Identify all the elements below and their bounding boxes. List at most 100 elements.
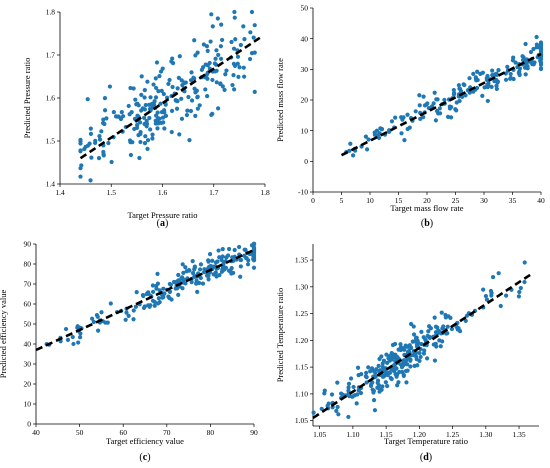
scatter-point xyxy=(413,336,419,341)
scatter-point xyxy=(174,106,180,111)
scatter-point xyxy=(167,289,173,294)
scatter-point xyxy=(421,94,426,99)
scatter-point xyxy=(471,89,476,94)
fit-line xyxy=(79,36,261,160)
scatter-point xyxy=(241,24,246,29)
scatter-point xyxy=(434,97,439,102)
scatter-point xyxy=(155,119,160,124)
scatter-point xyxy=(78,174,83,179)
y-tick-label: 20 xyxy=(24,380,32,389)
scatter-point xyxy=(348,376,354,381)
scatter-point xyxy=(462,82,467,88)
scatter-point xyxy=(238,257,243,262)
scatter-point xyxy=(189,280,194,285)
scatter-point xyxy=(517,289,522,295)
scatter-point xyxy=(144,121,150,126)
scatter-point xyxy=(208,263,213,269)
scatter-point xyxy=(478,71,483,77)
scatter-point xyxy=(181,277,186,282)
y-tick-label: 1.4 xyxy=(46,180,56,189)
scatter-point xyxy=(128,152,134,158)
scatter-point xyxy=(482,85,487,90)
scatter-point xyxy=(123,317,128,322)
scatter-point xyxy=(457,329,463,334)
scatter-point xyxy=(133,304,139,309)
scatter-point xyxy=(371,397,377,403)
scatter-point xyxy=(387,129,392,134)
scatter-point xyxy=(175,86,180,91)
scatter-point xyxy=(409,321,414,327)
scatter-point xyxy=(232,247,237,253)
scatter-point xyxy=(392,368,397,373)
scatter-point xyxy=(351,384,356,390)
y-tick-label: 1.15 xyxy=(295,363,308,372)
scatter-point xyxy=(387,353,393,359)
scatter-point xyxy=(424,356,430,361)
scatter-point xyxy=(150,132,155,137)
scatter-point xyxy=(159,88,164,93)
scatter-point xyxy=(346,381,352,386)
scatter-point xyxy=(88,178,93,183)
scatter-point xyxy=(142,141,148,146)
y-tick-label: 0 xyxy=(27,420,31,429)
scatter-point xyxy=(458,89,464,94)
x-tick-label: 15 xyxy=(395,196,403,205)
scatter-point xyxy=(142,87,147,93)
scatter-point xyxy=(432,315,437,320)
scatter-point xyxy=(411,332,417,337)
scatter-point xyxy=(142,115,147,120)
scatter-point xyxy=(150,298,156,303)
scatter-point xyxy=(192,38,197,43)
scatter-point xyxy=(513,60,518,65)
scatter-point xyxy=(229,266,234,271)
scatter-point xyxy=(216,52,221,58)
scatter-point xyxy=(153,95,159,100)
scatter-point xyxy=(425,101,430,106)
scatter-point xyxy=(102,96,108,101)
scatter-point xyxy=(445,324,450,329)
scatter-point xyxy=(184,112,190,118)
scatter-point xyxy=(230,255,235,260)
x-tick-label: 25 xyxy=(452,196,460,205)
scatter-point xyxy=(538,60,544,65)
scatter-point xyxy=(218,44,223,49)
scatter-point xyxy=(346,385,351,390)
scatter-point xyxy=(245,262,251,267)
scatter-point xyxy=(401,362,406,368)
y-tick-label: 20 xyxy=(301,96,309,105)
scatter-point xyxy=(153,76,158,81)
scatter-point xyxy=(198,262,204,267)
scatter-point xyxy=(127,112,132,117)
scatter-point xyxy=(187,138,192,143)
scatter-point xyxy=(150,283,155,288)
scatter-point xyxy=(143,102,148,108)
scatter-point xyxy=(252,89,257,94)
scatter-point xyxy=(413,109,418,114)
scatter-point xyxy=(354,401,359,406)
scatter-point xyxy=(210,24,215,29)
scatter-point xyxy=(131,317,136,322)
scatter-point xyxy=(483,293,488,299)
scatter-point xyxy=(97,137,103,142)
scatter-point xyxy=(143,134,148,139)
scatter-point xyxy=(218,81,223,86)
scatter-point xyxy=(241,65,246,70)
scatter-point xyxy=(179,78,184,83)
scatter-point xyxy=(157,116,162,121)
scatter-point xyxy=(152,99,157,104)
scatter-point xyxy=(107,84,112,89)
scatter-point xyxy=(238,42,243,48)
y-tick-label: 50 xyxy=(301,4,309,13)
scatter-point xyxy=(220,37,225,43)
scatter-point xyxy=(440,339,445,344)
scatter-point xyxy=(363,134,368,139)
scatter-point xyxy=(417,358,422,364)
scatter-point xyxy=(534,42,539,47)
scatter-point xyxy=(395,383,400,388)
scatter-point xyxy=(433,118,438,123)
scatter-point xyxy=(463,93,468,98)
scatter-point xyxy=(189,70,194,75)
scatter-point xyxy=(401,346,406,351)
scatter-point xyxy=(199,67,204,72)
scatter-point xyxy=(169,59,174,64)
